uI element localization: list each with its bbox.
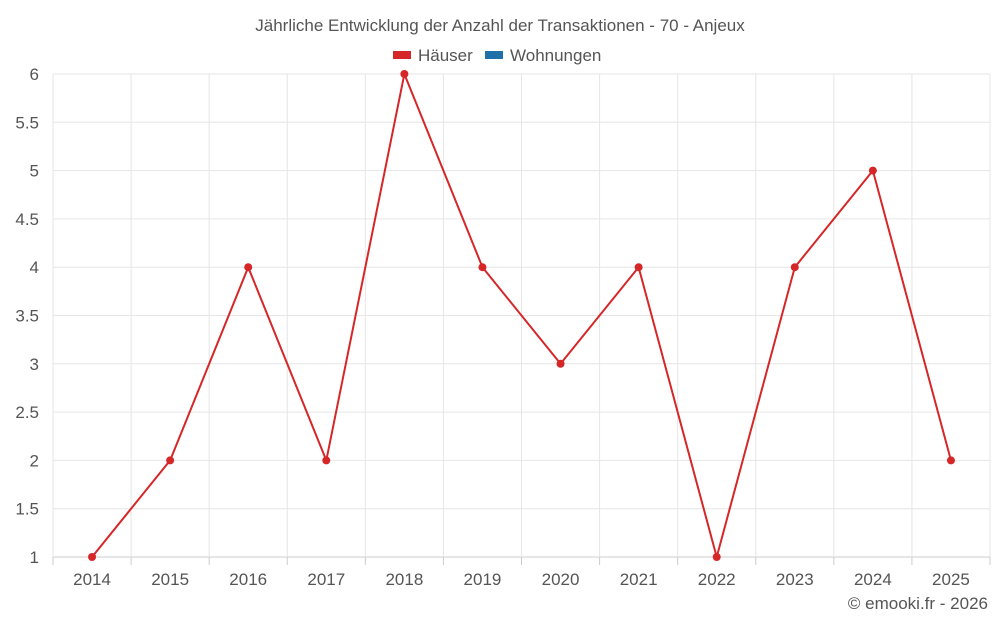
x-tick-label: 2014 [73, 570, 111, 589]
y-tick-label: 3 [30, 355, 39, 374]
data-point[interactable] [478, 263, 487, 272]
data-point[interactable] [322, 456, 331, 465]
data-point[interactable] [88, 553, 97, 561]
legend-swatch-wohnungen [485, 51, 503, 59]
legend-label-wohnungen: Wohnungen [510, 46, 601, 65]
x-tick-label: 2017 [307, 570, 345, 589]
y-tick-label: 4.5 [15, 210, 39, 229]
x-tick-label: 2019 [464, 570, 502, 589]
x-tick-label: 2022 [698, 570, 736, 589]
data-point[interactable] [166, 456, 175, 465]
x-tick-label: 2018 [385, 570, 423, 589]
legend-item-haeuser[interactable]: Häuser [393, 46, 473, 65]
y-tick-label: 5.5 [15, 113, 39, 132]
chart-title: Jährliche Entwicklung der Anzahl der Tra… [255, 16, 745, 35]
data-point[interactable] [400, 70, 409, 78]
x-tick-label: 2024 [854, 570, 892, 589]
data-point[interactable] [556, 359, 565, 368]
y-tick-label: 5 [30, 162, 39, 181]
data-point[interactable] [946, 456, 955, 465]
x-tick-label: 2025 [932, 570, 970, 589]
series-layer [88, 70, 955, 561]
x-tick-label: 2015 [151, 570, 189, 589]
legend-item-wohnungen[interactable]: Wohnungen [485, 46, 601, 65]
x-tick-label: 2016 [229, 570, 267, 589]
y-axis: 1 1.5 2 2.5 3 3.5 4 4.5 5 5.5 6 [15, 65, 39, 567]
legend-label-haeuser: Häuser [418, 46, 473, 65]
y-tick-label: 6 [30, 65, 39, 84]
x-tick-label: 2020 [542, 570, 580, 589]
y-tick-label: 2.5 [15, 403, 39, 422]
data-point[interactable] [712, 553, 721, 561]
data-point[interactable] [790, 263, 799, 272]
legend: Häuser Wohnungen [393, 46, 601, 65]
y-tick-label: 3.5 [15, 307, 39, 326]
y-tick-label: 1.5 [15, 500, 39, 519]
data-point[interactable] [868, 166, 877, 175]
x-axis: 2014 2015 2016 2017 2018 2019 2020 2021 2022 2023… [52, 557, 991, 589]
credit-text: © emooki.fr - 2026 [848, 594, 988, 613]
data-point[interactable] [634, 263, 643, 272]
y-tick-label: 2 [30, 451, 39, 470]
x-tick-label: 2023 [776, 570, 814, 589]
series-line-0 [91, 73, 952, 558]
y-tick-label: 4 [30, 258, 39, 277]
x-tick-label: 2021 [620, 570, 658, 589]
data-point[interactable] [244, 263, 253, 272]
y-tick-label: 1 [30, 548, 39, 567]
legend-swatch-haeuser [393, 51, 411, 59]
